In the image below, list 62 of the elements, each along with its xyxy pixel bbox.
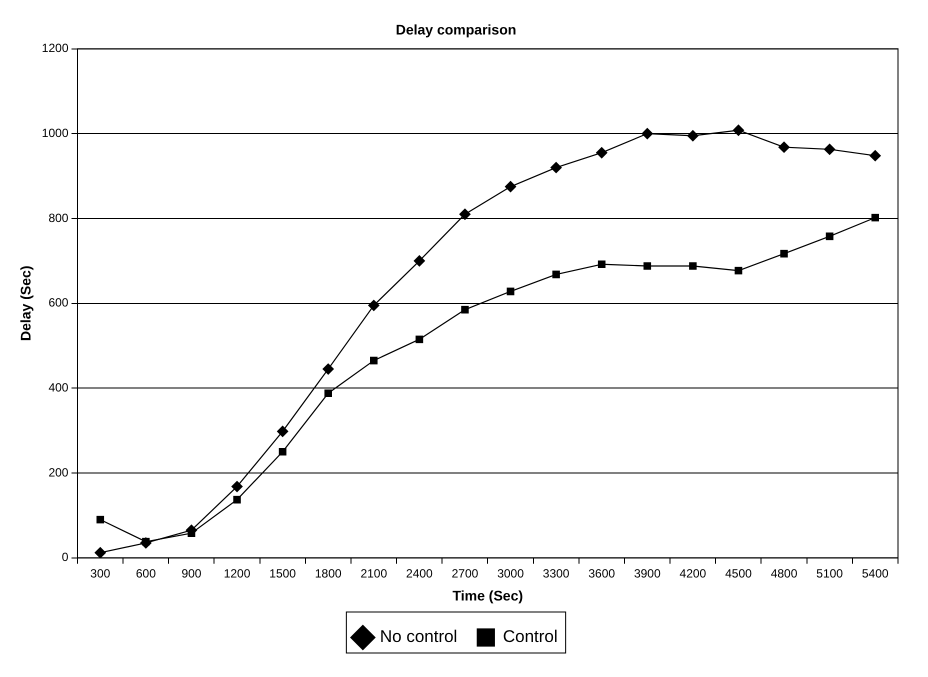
x-tick-label: 5100 — [816, 566, 844, 580]
point — [278, 448, 286, 456]
point — [596, 147, 608, 158]
x-tick-label: 3900 — [634, 566, 661, 580]
point — [506, 288, 514, 296]
point — [870, 150, 881, 162]
point — [644, 262, 652, 270]
point — [504, 181, 516, 192]
point — [598, 260, 606, 268]
y-tick-label: 800 — [48, 210, 69, 225]
point — [550, 162, 562, 174]
x-tick-label: 4800 — [770, 566, 798, 580]
x-tick-label: 2100 — [360, 566, 388, 580]
point — [778, 142, 790, 153]
y-tick-label: 400 — [48, 380, 69, 394]
x-tick-label: 4200 — [680, 566, 707, 580]
point — [277, 426, 288, 437]
x-axis-title: Time (Sec) — [452, 587, 524, 604]
point — [96, 516, 104, 524]
point — [689, 262, 697, 270]
point — [370, 356, 378, 364]
point — [732, 124, 744, 136]
point — [461, 306, 469, 314]
legend-label: Control — [502, 627, 558, 646]
point — [734, 266, 742, 274]
point — [459, 208, 471, 220]
x-tick-label: 4500 — [725, 566, 752, 580]
x-tick-label: 900 — [181, 566, 202, 580]
x-tick-label: 5400 — [862, 566, 889, 580]
x-tick-label: 3300 — [542, 566, 570, 580]
legend-label: No control — [380, 627, 458, 646]
x-tick-label: 3000 — [497, 566, 524, 580]
y-tick-label: 600 — [48, 296, 69, 310]
chart-title: Delay comparison — [396, 21, 516, 38]
point — [780, 250, 788, 258]
x-tick-label: 1200 — [224, 566, 251, 580]
point — [416, 336, 424, 344]
x-tick-label: 600 — [136, 566, 156, 580]
point — [233, 496, 241, 504]
x-tick-label: 1800 — [314, 566, 342, 580]
point — [322, 363, 334, 375]
point — [414, 255, 425, 266]
x-tick-label: 3600 — [588, 566, 616, 580]
point — [94, 547, 106, 558]
point — [642, 128, 653, 140]
point — [324, 389, 332, 398]
y-tick-label: 200 — [48, 465, 69, 480]
point — [871, 214, 879, 222]
point — [368, 300, 380, 312]
y-tick-label: 1200 — [42, 41, 69, 56]
point — [824, 144, 836, 155]
y-tick-label: 0 — [62, 550, 69, 564]
y-tick-label: 1000 — [42, 126, 69, 140]
y-axis-title: Delay (Sec) — [17, 266, 34, 342]
point — [552, 270, 560, 278]
x-tick-label: 1500 — [269, 566, 296, 580]
point — [826, 232, 834, 240]
point — [231, 480, 243, 492]
point — [687, 130, 698, 142]
x-tick-label: 2400 — [406, 566, 434, 580]
x-tick-label: 300 — [90, 566, 111, 580]
x-tick-label: 2700 — [452, 566, 479, 580]
